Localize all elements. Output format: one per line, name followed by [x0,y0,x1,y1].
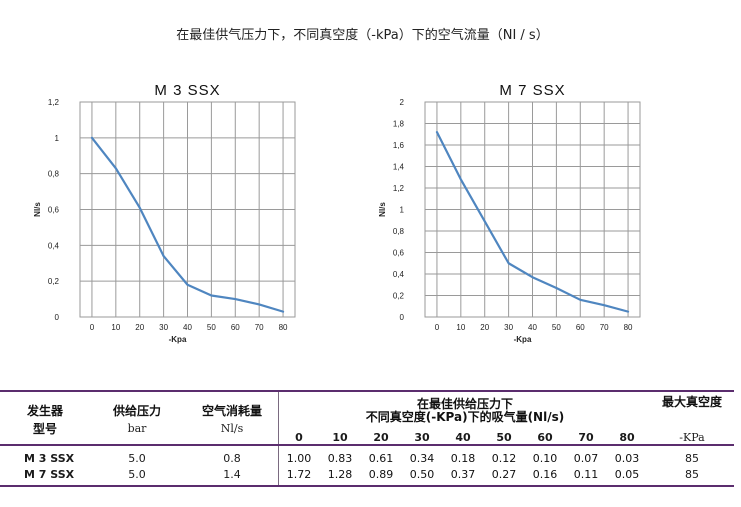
chart-title: M 7 SSX [499,82,565,99]
row-consumption: 1.4 [223,468,241,481]
x-tick-label: 80 [624,323,633,332]
header-generator: 发生器 型号 [10,404,80,437]
y-tick-label: 0,4 [393,270,405,279]
pressure-col-30: 30 [414,431,430,444]
row-flow-cell: 0.05 [614,468,640,481]
y-tick-label: 0,8 [393,227,405,236]
x-tick-label: 40 [183,323,192,332]
row-flow-cell: 0.07 [573,452,599,465]
header-flow-line1: 在最佳供给压力下 [416,397,513,411]
pressure-col-20: 20 [373,431,389,444]
y-tick-label: 1,8 [393,120,405,129]
pressure-col-70: 70 [578,431,594,444]
header-consumption: 空气消耗量 [201,404,262,418]
y-tick-label: 1,2 [48,98,60,107]
pressure-col-50: 50 [496,431,512,444]
x-tick-label: 50 [552,323,561,332]
x-tick-label: 30 [159,323,168,332]
y-tick-label: 1 [400,206,405,215]
header-pressure: 供给压力 [112,404,161,418]
y-tick-label: 2 [400,98,405,107]
header-consumption-unit: Nl/s [220,422,244,435]
row-flow-cell: 0.27 [491,468,517,481]
row-flow-cell: 1.00 [286,452,312,465]
pressure-col-60: 60 [537,431,553,444]
x-tick-label: 60 [231,323,240,332]
page-title: 在最佳供气压力下，不同真空度（-kPa）下的空气流量（NI / s） [176,28,549,43]
row-pressure: 5.0 [128,452,146,465]
row-flow-cell: 0.18 [450,452,476,465]
pressure-col-80: 80 [619,431,635,444]
pressure-col-10: 10 [332,431,348,444]
header-generator-line1: 发生器 [26,404,63,418]
x-tick-label: 20 [480,323,489,332]
row-model: M 3 SSX [24,452,75,465]
series-line [90,136,285,313]
header-pressure-unit: bar [127,422,147,435]
x-tick-label: 30 [504,323,513,332]
y-tick-label: 0 [400,313,405,322]
row-flow-cell: 0.34 [409,452,435,465]
y-tick-label: 1,6 [393,141,405,150]
y-tick-label: 1 [55,134,60,143]
chart-m3ssx: M 3 SSX 0 0,2 0,4 0,6 0,8 1 1,2 0 10 20 30 40 50 60 70 8… [33,82,296,344]
y-tick-label: 1,4 [393,163,405,172]
row-flow-cell: 0.83 [327,452,353,465]
row-model: M 7 SSX [24,468,75,481]
y-tick-label: 0,2 [48,277,60,286]
pressure-col-0: 0 [295,431,303,444]
row-flow-cell: 0.11 [573,468,599,481]
row-pressure: 5.0 [128,468,146,481]
x-tick-label: 50 [207,323,216,332]
y-axis-label: Nl/s [33,202,42,217]
y-tick-label: 0 [55,313,60,322]
header-max-vacuum: 最大真空度 [661,395,722,409]
row-flow-cell: 0.03 [614,452,640,465]
row-max-vacuum: 85 [685,452,699,465]
row-flow-cell: 0.50 [409,468,435,481]
x-tick-label: 0 [90,323,95,332]
x-tick-label: 10 [111,323,120,332]
y-tick-label: 0,6 [393,249,405,258]
x-tick-label: 10 [456,323,465,332]
row-flow-cell: 0.37 [450,468,476,481]
header-generator-line2: 型号 [32,422,57,436]
y-tick-label: 0,8 [48,170,60,179]
series-line [435,130,630,313]
row-flow-cell: 0.12 [491,452,517,465]
header-flow-line2: 不同真空度(-KPa)下的吸气量(Nl/s) [365,410,565,424]
chart-title: M 3 SSX [154,82,220,99]
row-flow-cell: 0.61 [368,452,394,465]
row-flow-cell: 0.89 [368,468,394,481]
header-max-vacuum-unit: -KPa [679,431,705,444]
y-tick-label: 1,2 [393,184,405,193]
y-tick-label: 0,6 [48,206,60,215]
header-flow: 在最佳供给压力下 不同真空度(-KPa)下的吸气量(Nl/s) [300,398,630,424]
x-tick-label: 40 [528,323,537,332]
row-max-vacuum: 85 [685,468,699,481]
x-tick-label: 20 [135,323,144,332]
spec-table: 发生器 型号 供给压力 bar 空气消耗量 Nl/s 在最佳供给压力下 不同真空… [0,390,734,487]
x-axis-label: -Kpa [169,335,187,344]
y-tick-label: 0,4 [48,241,60,250]
row-consumption: 0.8 [223,452,241,465]
x-tick-label: 0 [435,323,440,332]
table-divider-horizontal [0,444,734,446]
pressure-col-40: 40 [455,431,471,444]
x-tick-label: 70 [255,323,264,332]
x-axis-label: -Kpa [514,335,532,344]
x-tick-label: 70 [600,323,609,332]
row-flow-cell: 1.28 [327,468,353,481]
row-flow-cell: 0.10 [532,452,558,465]
x-tick-label: 80 [279,323,288,332]
x-tick-label: 60 [576,323,585,332]
row-flow-cell: 1.72 [286,468,312,481]
y-axis-label: Nl/s [378,202,387,217]
y-tick-label: 0,2 [393,292,405,301]
table-divider-vertical [278,392,279,485]
row-flow-cell: 0.16 [532,468,558,481]
